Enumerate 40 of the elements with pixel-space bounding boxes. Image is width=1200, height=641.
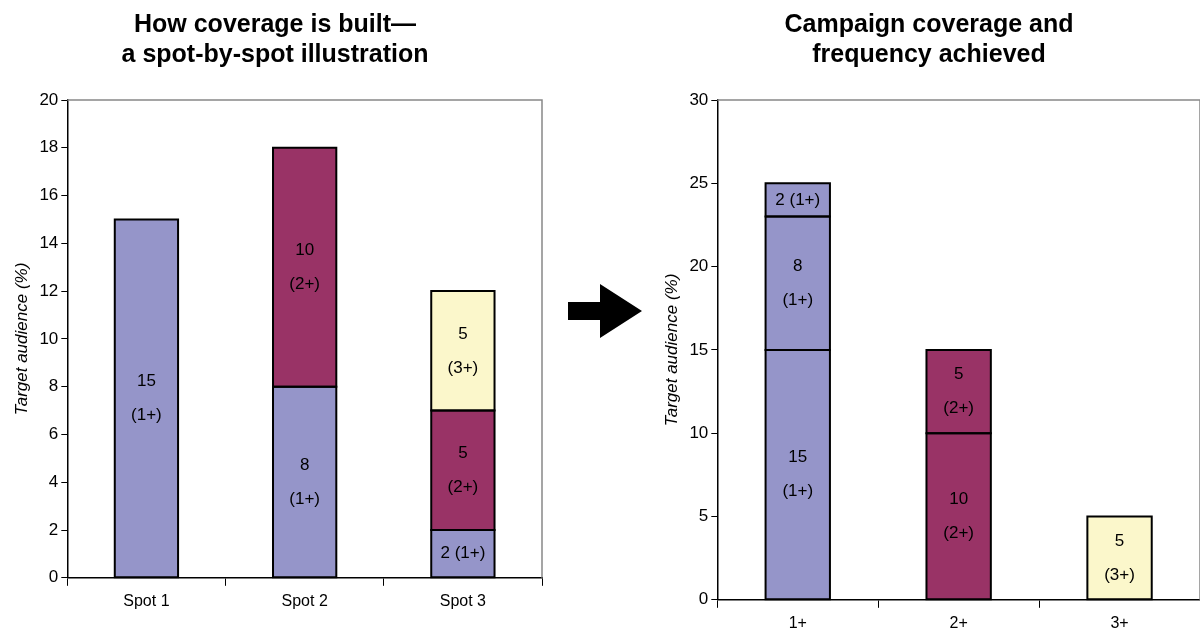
data-label: 8 (1+)	[782, 255, 814, 309]
y-tick-label: 30	[689, 89, 709, 109]
y-tick-label: 2	[48, 519, 59, 539]
y-tick-label: 10	[39, 328, 59, 348]
y-tick-label: 14	[39, 233, 59, 253]
data-label: 8 (1+)	[289, 454, 321, 508]
y-axis-title: Target audience (%)	[11, 262, 31, 416]
data-label: 2 (1+)	[775, 189, 821, 209]
y-tick-label: 25	[689, 172, 709, 192]
y-tick-label: 0	[698, 589, 709, 609]
x-tick-label: Spot 1	[123, 591, 170, 609]
x-tick-label: 3+	[1110, 613, 1129, 631]
y-tick-label: 5	[698, 506, 709, 526]
data-label: 5 (3+)	[447, 323, 479, 377]
y-tick-label: 16	[39, 185, 59, 205]
data-label: 15 (1+)	[131, 371, 162, 425]
y-tick-label: 20	[689, 256, 709, 276]
data-label: 10 (2+)	[943, 488, 975, 542]
chart-title: Campaign coverage and frequency achieved	[784, 8, 1074, 67]
data-label: 10 (2+)	[289, 239, 321, 293]
y-axis-title: Target audience (%)	[661, 273, 681, 427]
y-tick-label: 18	[39, 137, 59, 157]
x-tick-label: Spot 3	[439, 591, 487, 609]
data-label: 5 (2+)	[943, 364, 975, 418]
x-tick-label: Spot 2	[281, 591, 328, 609]
y-tick-label: 8	[48, 376, 59, 396]
y-tick-label: 4	[48, 471, 59, 491]
x-tick-label: 1+	[788, 613, 807, 631]
data-label: 5 (2+)	[447, 442, 479, 496]
y-tick-label: 10	[689, 422, 709, 442]
y-tick-label: 15	[689, 339, 709, 359]
data-label: 15 (1+)	[782, 447, 814, 501]
y-tick-label: 0	[48, 567, 59, 587]
y-tick-label: 20	[39, 89, 59, 109]
x-tick-label: 2+	[949, 613, 968, 631]
chart-title: How coverage is built— a spot-by-spot illustration	[121, 8, 429, 67]
y-tick-label: 12	[39, 280, 59, 300]
data-label: 5 (3+)	[1104, 530, 1135, 584]
data-label: 2 (1+)	[440, 543, 486, 563]
y-tick-label: 6	[48, 424, 59, 444]
